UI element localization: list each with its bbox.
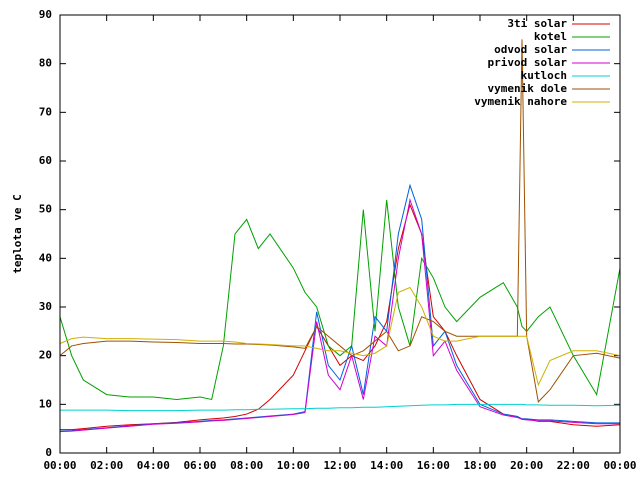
x-tick-label: 16:00	[417, 459, 450, 472]
legend-label: kutloch	[521, 69, 567, 82]
y-tick-label: 80	[39, 57, 52, 70]
legend-label: privod solar	[488, 56, 568, 69]
x-tick-label: 00:00	[603, 459, 636, 472]
series-line	[59, 286, 621, 387]
x-tick-label: 06:00	[183, 459, 216, 472]
series-line	[60, 203, 621, 431]
series-line	[60, 403, 621, 412]
legend-label: kotel	[534, 30, 567, 43]
y-tick-label: 90	[39, 8, 52, 21]
legend-label: odvod solar	[494, 43, 567, 56]
x-tick-label: 22:00	[557, 459, 590, 472]
x-tick-label: 20:00	[510, 459, 543, 472]
y-tick-label: 40	[39, 251, 52, 264]
plot-frame	[59, 14, 621, 454]
series-line	[59, 199, 621, 401]
legend-label: vymenik nahore	[474, 95, 567, 108]
x-tick-label: 18:00	[463, 459, 496, 472]
series-line	[59, 183, 620, 432]
y-tick-label: 10	[39, 397, 52, 410]
y-tick-label: 20	[39, 349, 52, 362]
x-tick-label: 14:00	[370, 459, 403, 472]
y-tick-label: 50	[39, 203, 52, 216]
x-tick-label: 02:00	[90, 459, 123, 472]
x-tick-label: 08:00	[230, 459, 263, 472]
y-tick-label: 70	[39, 105, 52, 118]
x-tick-label: 10:00	[277, 459, 310, 472]
legend-label: 3ti solar	[507, 17, 567, 30]
x-tick-label: 00:00	[43, 459, 76, 472]
y-axis-label: teplota ve C	[11, 194, 24, 273]
x-tick-label: 04:00	[137, 459, 170, 472]
y-tick-label: 60	[39, 154, 52, 167]
x-tick-label: 12:00	[323, 459, 356, 472]
series-line	[59, 39, 621, 403]
y-tick-label: 0	[45, 446, 52, 459]
legend-label: vymenik dole	[488, 82, 568, 95]
y-tick-label: 30	[39, 300, 52, 313]
